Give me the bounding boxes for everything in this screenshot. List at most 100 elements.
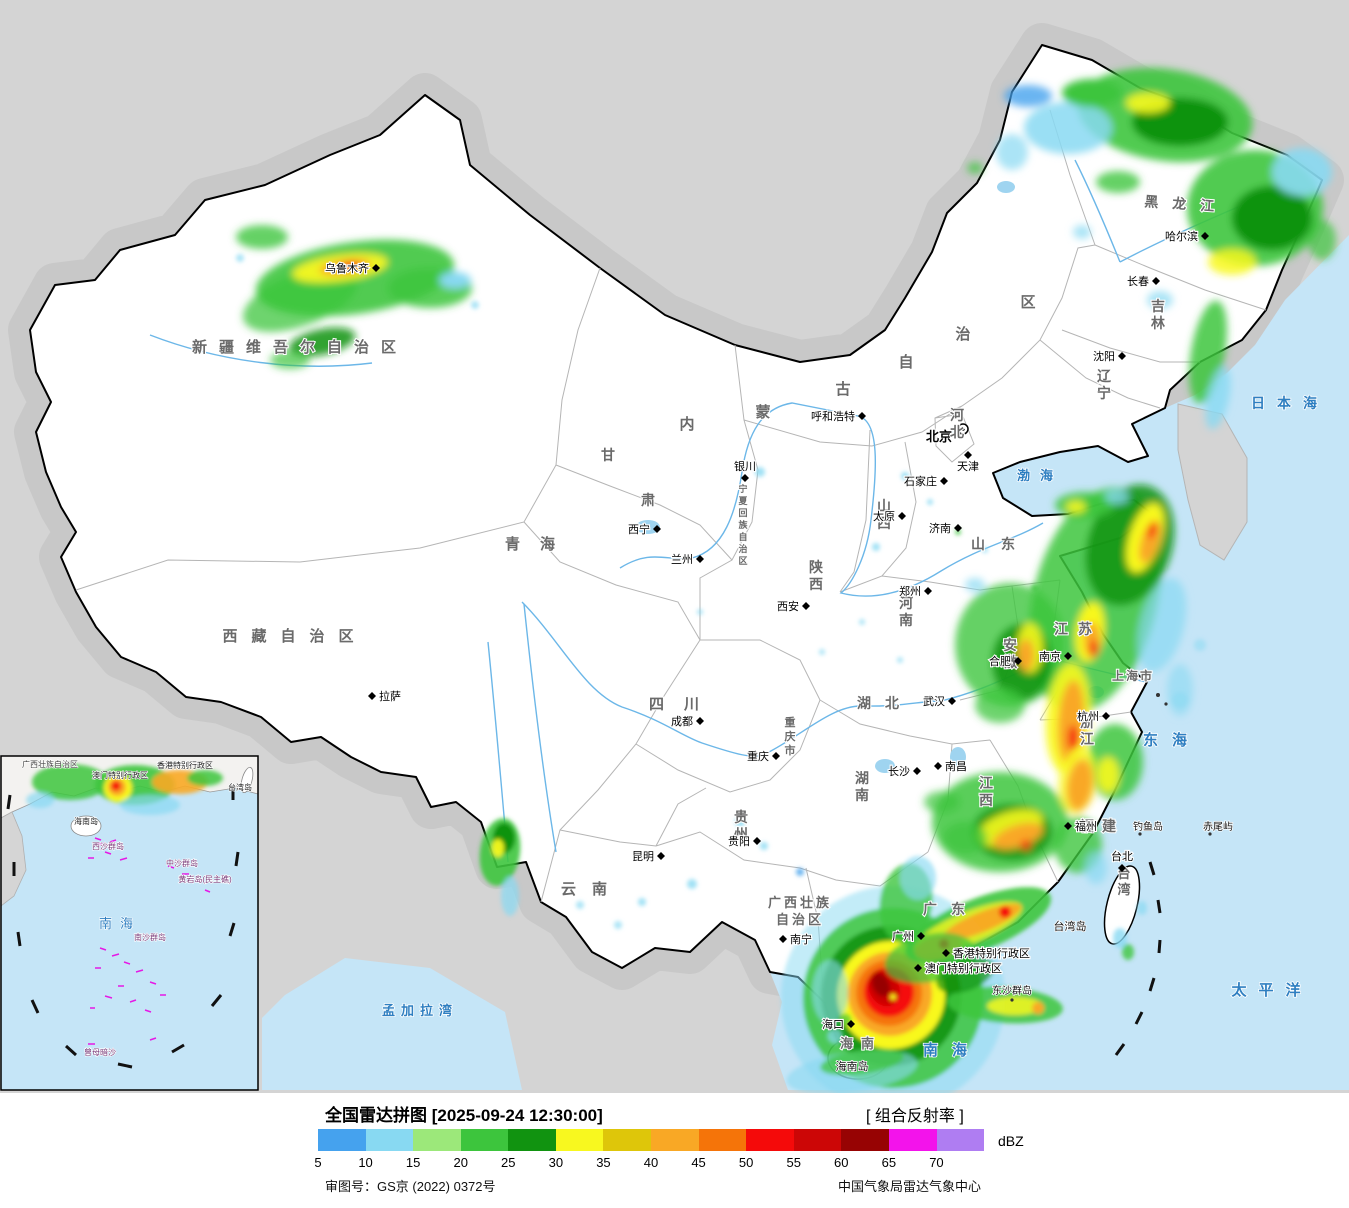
inset-taiwan [240, 766, 254, 794]
inset-frame [0, 755, 259, 1091]
city-label-昆明: 昆明 [632, 850, 654, 863]
city-label-兰州: 兰州 [671, 553, 693, 566]
sea-label-南海: 南海 [923, 1041, 981, 1059]
city-label-西宁: 西宁 [628, 522, 650, 536]
province-label-肃: 肃 [641, 492, 655, 508]
province-label-河南: 河南 [899, 595, 913, 628]
legend-tick-5: 5 [314, 1155, 322, 1170]
inset-label-台湾岛: 台湾岛 [228, 782, 252, 792]
city-label-石家庄: 石家庄 [904, 474, 937, 488]
city-marker-兰州 [696, 555, 704, 563]
city-label-南昌: 南昌 [945, 760, 967, 773]
city-label-郑州: 郑州 [899, 584, 921, 598]
legend-tick-30: 30 [548, 1155, 564, 1170]
taiwan-island [1103, 865, 1141, 945]
sea-label-渤海: 渤海 [1017, 468, 1063, 483]
city-marker-福州 [1064, 822, 1072, 830]
province-label-自治区: 自治区 [776, 912, 824, 927]
city-marker-南宁 [779, 935, 787, 943]
credit-text: 中国气象局雷达气象中心 [838, 1179, 982, 1194]
city-marker-台北 [1118, 864, 1126, 872]
city-marker-郑州 [924, 587, 932, 595]
city-label-哈尔滨: 哈尔滨 [1165, 229, 1198, 243]
city-label-天津: 天津 [957, 460, 979, 473]
city-label-福州: 福州 [1075, 819, 1097, 833]
province-label-山西: 山西 [877, 498, 891, 531]
province-label-自: 自 [898, 353, 913, 371]
province-label-海南: 海南 [840, 1036, 882, 1051]
province-labels: 新疆维吾尔自治区西藏自治区青海甘肃四川云南贵州广西壮族自治区湖南湖北河南陕西山西… [191, 192, 1230, 1052]
city-marker-西安 [802, 602, 810, 610]
inset-label-广西壮族自治区: 广西壮族自治区 [22, 759, 78, 769]
legend-swatch-40 [651, 1129, 699, 1151]
legend-tick-55: 55 [786, 1155, 801, 1170]
city-marker-南京 [1064, 652, 1072, 660]
sea-bay-of-bengal [262, 958, 522, 1090]
city-label-西安: 西安 [777, 599, 799, 613]
legend-swatch-35 [603, 1129, 652, 1151]
city-marker-贵阳 [753, 837, 761, 845]
inset-label-南海: 南海 [99, 916, 141, 931]
capital-label: 北京 [926, 429, 952, 444]
legend-tick-35: 35 [596, 1155, 611, 1170]
city-marker-太原 [898, 512, 906, 520]
inset-label-黄岩岛(民主礁): 黄岩岛(民主礁) [178, 874, 232, 884]
city-marker-杭州 [1102, 712, 1110, 720]
province-label-新疆维吾尔自治区: 新疆维吾尔自治区 [192, 338, 408, 356]
inset-label-曾母暗沙: 曾母暗沙 [84, 1047, 116, 1057]
province-label-湖北: 湖北 [857, 695, 913, 711]
inset-label-海南岛: 海南岛 [74, 816, 98, 826]
city-marker-昆明 [657, 852, 665, 860]
legend-swatch-45 [698, 1129, 747, 1151]
sea-label-日本海: 日本海 [1251, 395, 1329, 411]
province-label-西藏自治区: 西藏自治区 [222, 627, 367, 645]
province-label-云南: 云南 [561, 880, 623, 898]
city-marker-海口 [847, 1020, 855, 1028]
city-label-南宁: 南宁 [790, 932, 812, 946]
province-label-黑龙江: 黑龙江 [1144, 193, 1229, 215]
inset-island-markers [88, 837, 211, 1045]
city-marker-哈尔滨 [1201, 232, 1209, 240]
legend-swatch-50 [746, 1129, 794, 1151]
province-label-四川: 四川 [649, 696, 719, 713]
inset-labels: 广西壮族自治区澳门特别行政区香港特别行政区台湾岛海南岛西沙群岛中沙群岛黄岩岛(民… [21, 758, 252, 1057]
approval-number: 审图号：GS京 (2022) 0372号 [325, 1179, 496, 1194]
legend-swatch-70 [936, 1129, 985, 1151]
inset-label-南沙群岛: 南沙群岛 [134, 932, 166, 942]
city-marker-西宁 [653, 525, 661, 533]
inset-nine-dash-line [6, 786, 240, 1069]
city-marker-长春 [1152, 277, 1160, 285]
legend-tick-10: 10 [358, 1155, 373, 1170]
city-marker-澳门特别行政区 [914, 964, 922, 972]
legend-tick-65: 65 [881, 1155, 897, 1170]
legend-swatch-25 [508, 1129, 556, 1151]
province-label-宁夏回族自治区: 宁夏回族自治区 [737, 483, 748, 566]
province-label-吉林: 吉林 [1151, 298, 1165, 331]
legend-tick-40: 40 [643, 1155, 659, 1170]
island-label-钓鱼岛: 钓鱼岛 [1133, 820, 1163, 833]
city-marker-香港特别行政区 [942, 949, 950, 957]
legend-swatch-55 [793, 1129, 842, 1151]
legend-swatch-10 [365, 1129, 414, 1151]
province-label-河北: 河北 [950, 407, 964, 440]
province-label-湖南: 湖南 [855, 770, 869, 803]
province-label-广东: 广东 [923, 901, 979, 917]
province-label-广西壮族: 广西壮族 [768, 895, 832, 910]
city-label-银川: 银川 [734, 459, 756, 473]
city-label-武汉: 武汉 [923, 695, 945, 708]
island-label-东沙群岛: 东沙群岛 [992, 984, 1032, 997]
korea-landmass [1177, 403, 1248, 561]
legend-tick-60: 60 [834, 1155, 849, 1170]
legend-colorbar [318, 1129, 985, 1151]
city-marker-天津 [964, 451, 972, 459]
province-label-江苏: 江苏 [1054, 621, 1102, 637]
sea-label-太平洋: 太平洋 [1231, 981, 1312, 999]
city-label-沈阳: 沈阳 [1093, 349, 1115, 363]
city-label-拉萨: 拉萨 [379, 689, 401, 703]
city-label-重庆: 重庆 [747, 749, 769, 763]
province-label-贵州: 贵州 [733, 809, 748, 842]
